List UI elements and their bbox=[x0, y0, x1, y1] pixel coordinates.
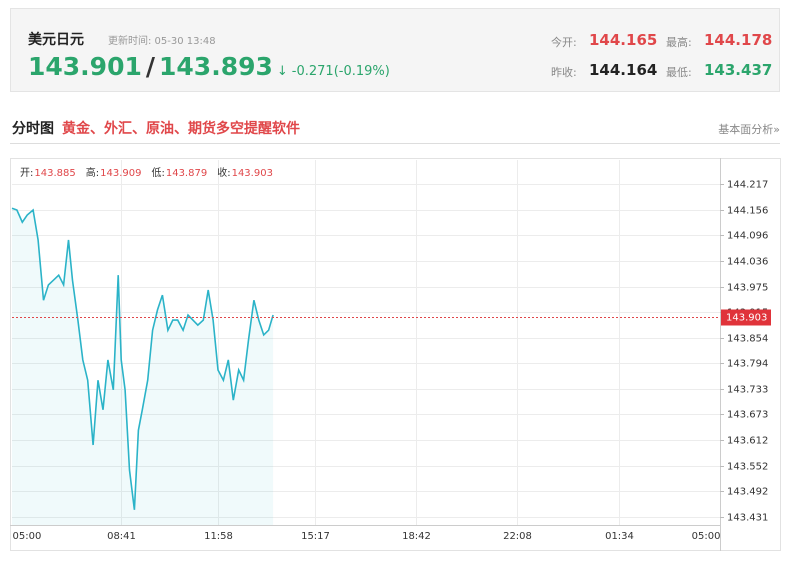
stat-label: 昨收: bbox=[551, 66, 577, 79]
x-tick-label: 11:58 bbox=[204, 531, 233, 542]
y-tick-label: 143.733 bbox=[727, 385, 768, 396]
y-tick-label: 143.431 bbox=[727, 513, 768, 524]
arrow: ↓ bbox=[276, 64, 288, 79]
info-label: 低: bbox=[151, 166, 164, 179]
stat-label: 今开: bbox=[551, 36, 577, 49]
divider bbox=[10, 143, 780, 144]
x-tick-label: 05:00 bbox=[692, 531, 721, 542]
update-time: 更新时间: 05-30 13:48 bbox=[108, 36, 216, 47]
stat-label: 最高: bbox=[666, 36, 692, 49]
x-tick-label: 05:00 bbox=[13, 531, 42, 542]
stat-value: 144.178 bbox=[704, 31, 773, 49]
y-tick-label: 144.096 bbox=[727, 231, 768, 242]
price-line bbox=[11, 207, 274, 510]
info-label: 开: bbox=[20, 168, 33, 179]
y-tick-label: 143.612 bbox=[727, 436, 768, 447]
stat-value: 144.165 bbox=[589, 31, 658, 49]
stat-value: 144.164 bbox=[589, 61, 658, 79]
price-row: 143.901 / 143.893 ↓ -0.271(-0.19%) bbox=[28, 52, 390, 81]
x-tick-label: 01:34 bbox=[605, 531, 634, 542]
info-label: 高: bbox=[86, 166, 99, 179]
info-value: 143.885 bbox=[34, 168, 75, 179]
y-tick-label: 143.975 bbox=[727, 283, 768, 294]
info-value: 143.903 bbox=[232, 168, 273, 179]
price: 143.901 bbox=[28, 52, 142, 81]
x-tick-label: 15:17 bbox=[301, 531, 330, 542]
chart-frame bbox=[10, 158, 781, 551]
x-tick-label: 22:08 bbox=[503, 531, 532, 542]
promo-link[interactable]: 黄金、外汇、原油、期货多空提醒软件 bbox=[62, 121, 300, 137]
y-tick-label: 143.794 bbox=[727, 359, 768, 370]
separator: / bbox=[145, 52, 156, 81]
info-value: 143.909 bbox=[100, 168, 141, 179]
fundamental-link[interactable]: 基本面分析» bbox=[718, 123, 780, 136]
y-tick-label: 144.036 bbox=[727, 257, 768, 268]
stat-value: 143.437 bbox=[704, 61, 773, 79]
y-tick-label: 144.156 bbox=[727, 206, 768, 217]
y-tick-label: 143.673 bbox=[727, 410, 768, 421]
last-price-box bbox=[721, 309, 771, 326]
y-tick-label: 143.552 bbox=[727, 462, 768, 473]
info-label: 收: bbox=[217, 166, 230, 179]
y-tick-label: 143.854 bbox=[727, 334, 768, 345]
y-tick-label: 143.492 bbox=[727, 487, 768, 498]
symbol-title: 美元日元 bbox=[28, 32, 84, 48]
info-value: 143.879 bbox=[166, 168, 207, 179]
x-tick-label: 18:42 bbox=[402, 531, 431, 542]
area bbox=[12, 208, 274, 526]
quote-header: 美元日元 更新时间: 05-30 13:48 143.901 / 143.893… bbox=[10, 8, 780, 92]
last-price-label: 143.903 bbox=[726, 313, 767, 324]
stat-label: 最低: bbox=[666, 66, 692, 79]
x-tick-label: 08:41 bbox=[107, 531, 136, 542]
section-title: 分时图 bbox=[12, 121, 54, 137]
y-tick-label: 144.217 bbox=[727, 180, 768, 191]
price: 143.893 bbox=[159, 52, 273, 81]
change: -0.271(-0.19%) bbox=[291, 64, 390, 79]
